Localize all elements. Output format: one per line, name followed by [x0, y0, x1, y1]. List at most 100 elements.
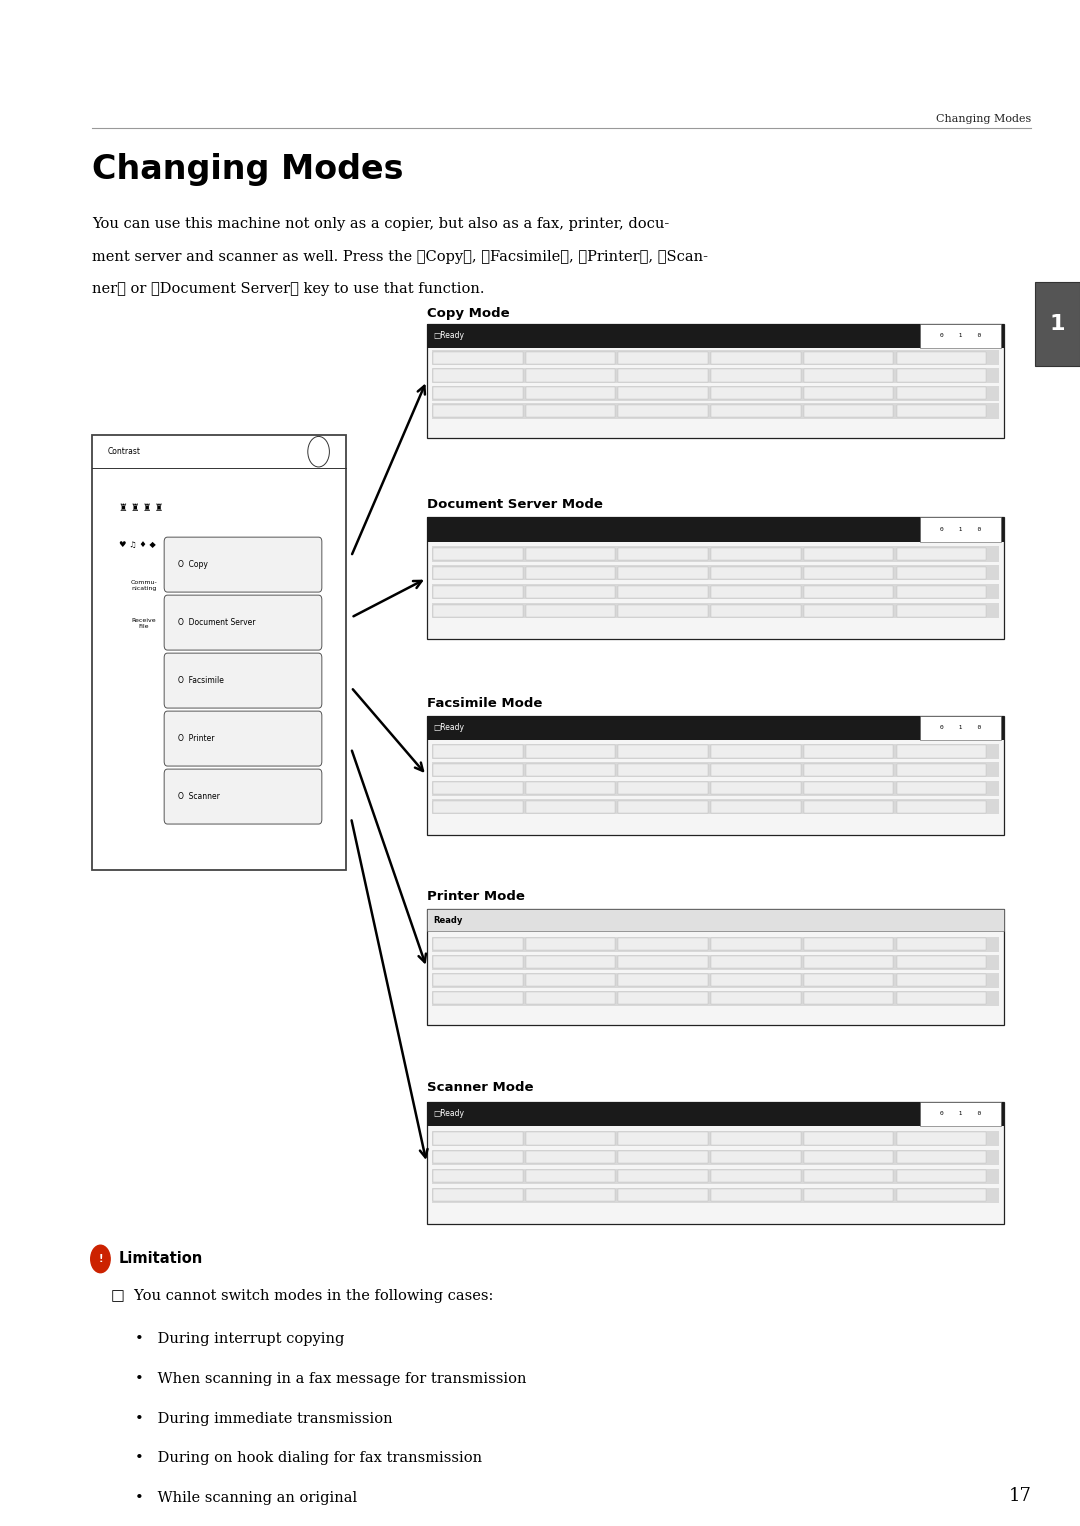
FancyBboxPatch shape	[711, 388, 800, 400]
FancyBboxPatch shape	[433, 938, 523, 951]
FancyBboxPatch shape	[896, 404, 986, 417]
Text: 1: 1	[1050, 314, 1065, 334]
FancyBboxPatch shape	[432, 781, 999, 797]
Text: You can use this machine not only as a copier, but also as a fax, printer, docu-: You can use this machine not only as a c…	[92, 217, 669, 230]
FancyBboxPatch shape	[804, 566, 893, 578]
FancyBboxPatch shape	[427, 716, 1004, 835]
FancyBboxPatch shape	[804, 992, 893, 1004]
FancyBboxPatch shape	[526, 604, 616, 617]
FancyBboxPatch shape	[896, 763, 986, 775]
FancyBboxPatch shape	[432, 1169, 999, 1184]
FancyBboxPatch shape	[526, 992, 616, 1004]
FancyBboxPatch shape	[711, 957, 800, 969]
FancyBboxPatch shape	[164, 595, 322, 650]
Text: 0    1    0: 0 1 0	[940, 1111, 982, 1117]
FancyBboxPatch shape	[432, 743, 999, 758]
FancyBboxPatch shape	[619, 957, 708, 969]
FancyBboxPatch shape	[427, 909, 1004, 1025]
FancyBboxPatch shape	[432, 972, 999, 987]
FancyBboxPatch shape	[526, 763, 616, 775]
FancyBboxPatch shape	[433, 1170, 523, 1183]
FancyBboxPatch shape	[433, 763, 523, 775]
FancyBboxPatch shape	[619, 763, 708, 775]
FancyBboxPatch shape	[896, 548, 986, 560]
Text: ♥ ♫ ♦ ◆: ♥ ♫ ♦ ◆	[119, 540, 156, 549]
FancyBboxPatch shape	[526, 1189, 616, 1201]
Text: Changing Modes: Changing Modes	[936, 113, 1031, 124]
FancyBboxPatch shape	[619, 992, 708, 1004]
FancyBboxPatch shape	[1035, 282, 1080, 366]
FancyBboxPatch shape	[526, 801, 616, 813]
FancyBboxPatch shape	[804, 1170, 893, 1183]
FancyBboxPatch shape	[619, 1132, 708, 1144]
FancyBboxPatch shape	[427, 1102, 1004, 1126]
FancyBboxPatch shape	[433, 1132, 523, 1144]
FancyBboxPatch shape	[804, 783, 893, 795]
FancyBboxPatch shape	[896, 1151, 986, 1163]
FancyBboxPatch shape	[920, 1102, 1001, 1126]
FancyBboxPatch shape	[804, 604, 893, 617]
FancyBboxPatch shape	[896, 957, 986, 969]
FancyBboxPatch shape	[711, 763, 800, 775]
FancyBboxPatch shape	[432, 1187, 999, 1202]
Text: Commu-
nicating: Commu- nicating	[131, 580, 157, 591]
FancyBboxPatch shape	[896, 388, 986, 400]
FancyBboxPatch shape	[711, 369, 800, 382]
FancyBboxPatch shape	[619, 404, 708, 417]
FancyBboxPatch shape	[804, 548, 893, 560]
FancyBboxPatch shape	[711, 992, 800, 1004]
FancyBboxPatch shape	[619, 1151, 708, 1163]
FancyBboxPatch shape	[619, 353, 708, 365]
FancyBboxPatch shape	[432, 1149, 999, 1164]
Text: □Ready: □Ready	[433, 723, 464, 732]
FancyBboxPatch shape	[619, 548, 708, 560]
FancyBboxPatch shape	[433, 1189, 523, 1201]
FancyBboxPatch shape	[711, 586, 800, 598]
FancyBboxPatch shape	[526, 1170, 616, 1183]
Text: 0    1    0: 0 1 0	[940, 526, 982, 533]
FancyBboxPatch shape	[526, 1132, 616, 1144]
FancyBboxPatch shape	[711, 1170, 800, 1183]
FancyBboxPatch shape	[896, 353, 986, 365]
FancyBboxPatch shape	[433, 783, 523, 795]
FancyBboxPatch shape	[920, 324, 1001, 348]
FancyBboxPatch shape	[432, 403, 999, 418]
Text: □  You cannot switch modes in the following cases:: □ You cannot switch modes in the followi…	[111, 1289, 494, 1303]
FancyBboxPatch shape	[711, 1151, 800, 1163]
FancyBboxPatch shape	[433, 604, 523, 617]
FancyBboxPatch shape	[433, 801, 523, 813]
FancyBboxPatch shape	[432, 761, 999, 777]
FancyBboxPatch shape	[432, 955, 999, 971]
FancyBboxPatch shape	[526, 974, 616, 986]
Text: 17: 17	[1009, 1486, 1031, 1505]
FancyBboxPatch shape	[526, 745, 616, 757]
FancyBboxPatch shape	[804, 957, 893, 969]
FancyBboxPatch shape	[711, 566, 800, 578]
FancyBboxPatch shape	[619, 586, 708, 598]
FancyBboxPatch shape	[804, 1151, 893, 1163]
FancyBboxPatch shape	[711, 783, 800, 795]
FancyBboxPatch shape	[896, 586, 986, 598]
FancyBboxPatch shape	[711, 353, 800, 365]
FancyBboxPatch shape	[804, 763, 893, 775]
FancyBboxPatch shape	[619, 938, 708, 951]
FancyBboxPatch shape	[433, 404, 523, 417]
FancyBboxPatch shape	[619, 1189, 708, 1201]
FancyBboxPatch shape	[432, 800, 999, 815]
FancyBboxPatch shape	[896, 1132, 986, 1144]
Text: □Ready: □Ready	[433, 1109, 464, 1119]
Text: Printer Mode: Printer Mode	[427, 890, 525, 903]
FancyBboxPatch shape	[526, 548, 616, 560]
FancyBboxPatch shape	[804, 388, 893, 400]
Text: Ready: Ready	[433, 916, 462, 925]
FancyBboxPatch shape	[526, 938, 616, 951]
FancyBboxPatch shape	[432, 603, 999, 618]
FancyBboxPatch shape	[619, 369, 708, 382]
Text: ♜ ♜ ♜ ♜: ♜ ♜ ♜ ♜	[119, 504, 163, 513]
Text: ★: ★	[315, 449, 322, 455]
FancyBboxPatch shape	[619, 974, 708, 986]
Text: Receive
File: Receive File	[132, 618, 156, 629]
Text: Limitation: Limitation	[119, 1251, 203, 1267]
Circle shape	[308, 436, 329, 467]
FancyBboxPatch shape	[432, 584, 999, 600]
